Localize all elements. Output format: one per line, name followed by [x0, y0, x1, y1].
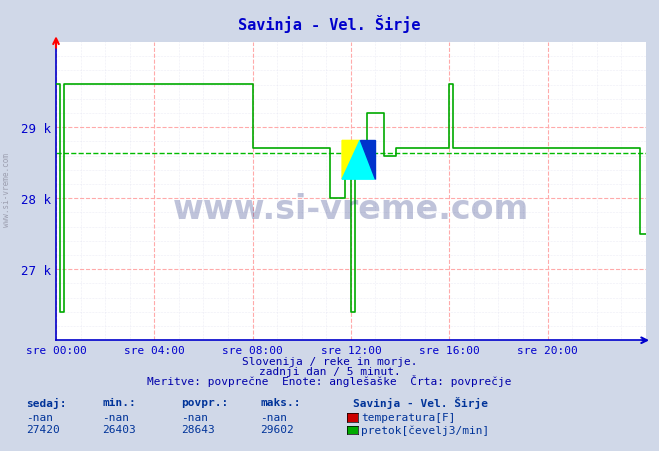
Text: -nan: -nan [26, 412, 53, 422]
Text: 26403: 26403 [102, 424, 136, 434]
Text: -nan: -nan [181, 412, 208, 422]
Text: Meritve: povprečne  Enote: anglešaške  Črta: povprečje: Meritve: povprečne Enote: anglešaške Črt… [147, 375, 512, 387]
Polygon shape [342, 141, 360, 180]
Text: sedaj:: sedaj: [26, 397, 67, 408]
Text: www.si-vreme.com: www.si-vreme.com [2, 152, 11, 226]
Text: 29602: 29602 [260, 424, 294, 434]
Text: -nan: -nan [260, 412, 287, 422]
Polygon shape [342, 141, 374, 180]
Polygon shape [360, 141, 374, 180]
Text: pretok[čevelj3/min]: pretok[čevelj3/min] [361, 424, 490, 435]
Text: Savinja - Vel. Širje: Savinja - Vel. Širje [353, 396, 488, 408]
Text: povpr.:: povpr.: [181, 397, 229, 407]
Text: maks.:: maks.: [260, 397, 301, 407]
Text: www.si-vreme.com: www.si-vreme.com [173, 193, 529, 226]
Text: zadnji dan / 5 minut.: zadnji dan / 5 minut. [258, 366, 401, 376]
Text: temperatura[F]: temperatura[F] [361, 412, 455, 422]
Text: 28643: 28643 [181, 424, 215, 434]
Text: min.:: min.: [102, 397, 136, 407]
Text: -nan: -nan [102, 412, 129, 422]
Text: Slovenija / reke in morje.: Slovenija / reke in morje. [242, 356, 417, 366]
Text: 27420: 27420 [26, 424, 60, 434]
Text: Savinja - Vel. Širje: Savinja - Vel. Širje [239, 14, 420, 32]
